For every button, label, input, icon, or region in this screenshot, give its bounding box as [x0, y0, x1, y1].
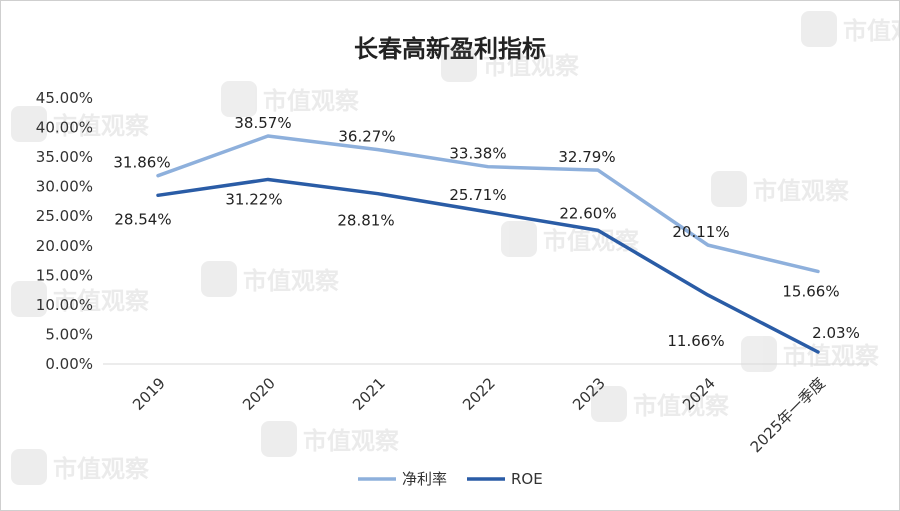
svg-text:市值观察: 市值观察: [483, 52, 580, 80]
watermark: 市值观察: [501, 221, 640, 257]
watermark: 市值观察: [441, 46, 580, 82]
x-tick-label: 2019: [129, 374, 169, 414]
chart-title: 长春高新盈利指标: [1, 29, 899, 64]
y-tick-label: 15.00%: [36, 266, 93, 284]
watermark: 市值观察: [801, 11, 899, 47]
data-label: 38.57%: [234, 114, 291, 132]
y-tick-label: 25.00%: [36, 207, 93, 225]
data-label: 33.38%: [449, 145, 506, 163]
svg-text:市值观察: 市值观察: [303, 427, 400, 455]
watermark: 市值观察: [221, 81, 360, 117]
watermark: 市值观察: [261, 421, 400, 457]
net-margin-line: [156, 134, 820, 274]
svg-text:市值观察: 市值观察: [53, 112, 150, 140]
legend-label-net-margin: 净利率: [402, 470, 447, 488]
legend-label-roe: ROE: [511, 470, 543, 488]
data-label: 28.54%: [114, 210, 171, 228]
data-label: 28.81%: [337, 212, 394, 230]
data-label: 31.22%: [225, 190, 282, 208]
y-tick-label: 35.00%: [36, 148, 93, 166]
svg-text:市值观察: 市值观察: [53, 455, 150, 483]
roe-line: [156, 177, 820, 354]
svg-text:市值观察: 市值观察: [783, 342, 880, 370]
x-tick-label: 2021: [349, 374, 389, 414]
watermark: 市值观察: [11, 449, 150, 485]
y-tick-label: 30.00%: [36, 178, 93, 196]
y-tick-label: 40.00%: [36, 119, 93, 137]
svg-text:市值观察: 市值观察: [263, 87, 360, 115]
watermark: 市值观察: [591, 386, 730, 422]
y-tick-label: 20.00%: [36, 237, 93, 255]
y-tick-label: 45.00%: [36, 89, 93, 107]
data-label: 31.86%: [113, 154, 170, 172]
data-label: 32.79%: [558, 148, 615, 166]
data-label: 25.71%: [449, 186, 506, 204]
data-label: 2.03%: [812, 324, 860, 342]
data-label: 22.60%: [559, 204, 616, 222]
svg-text:市值观察: 市值观察: [53, 287, 150, 315]
svg-text:市值观察: 市值观察: [243, 267, 340, 295]
data-label: 11.66%: [667, 332, 724, 350]
svg-text:市值观察: 市值观察: [633, 392, 730, 420]
data-label: 15.66%: [782, 282, 839, 300]
data-label: 20.11%: [672, 223, 729, 241]
x-tick-label: 2022: [459, 374, 499, 414]
watermark: 市值观察: [711, 171, 850, 207]
svg-text:市值观察: 市值观察: [753, 177, 850, 205]
watermark: 市值观察: [11, 106, 150, 142]
x-tick-label: 2020: [239, 374, 279, 414]
watermark: 市值观察: [11, 281, 150, 317]
svg-text:市值观察: 市值观察: [543, 227, 640, 255]
x-tick-label: 2025年一季度: [747, 374, 829, 456]
watermark: 市值观察: [741, 336, 880, 372]
y-tick-label: 5.00%: [45, 325, 93, 343]
y-tick-label: 10.00%: [36, 296, 93, 314]
data-label: 36.27%: [338, 128, 395, 146]
y-tick-label: 0.00%: [45, 355, 93, 373]
watermark: 市值观察: [201, 261, 340, 297]
svg-text:市值观察: 市值观察: [843, 17, 899, 45]
